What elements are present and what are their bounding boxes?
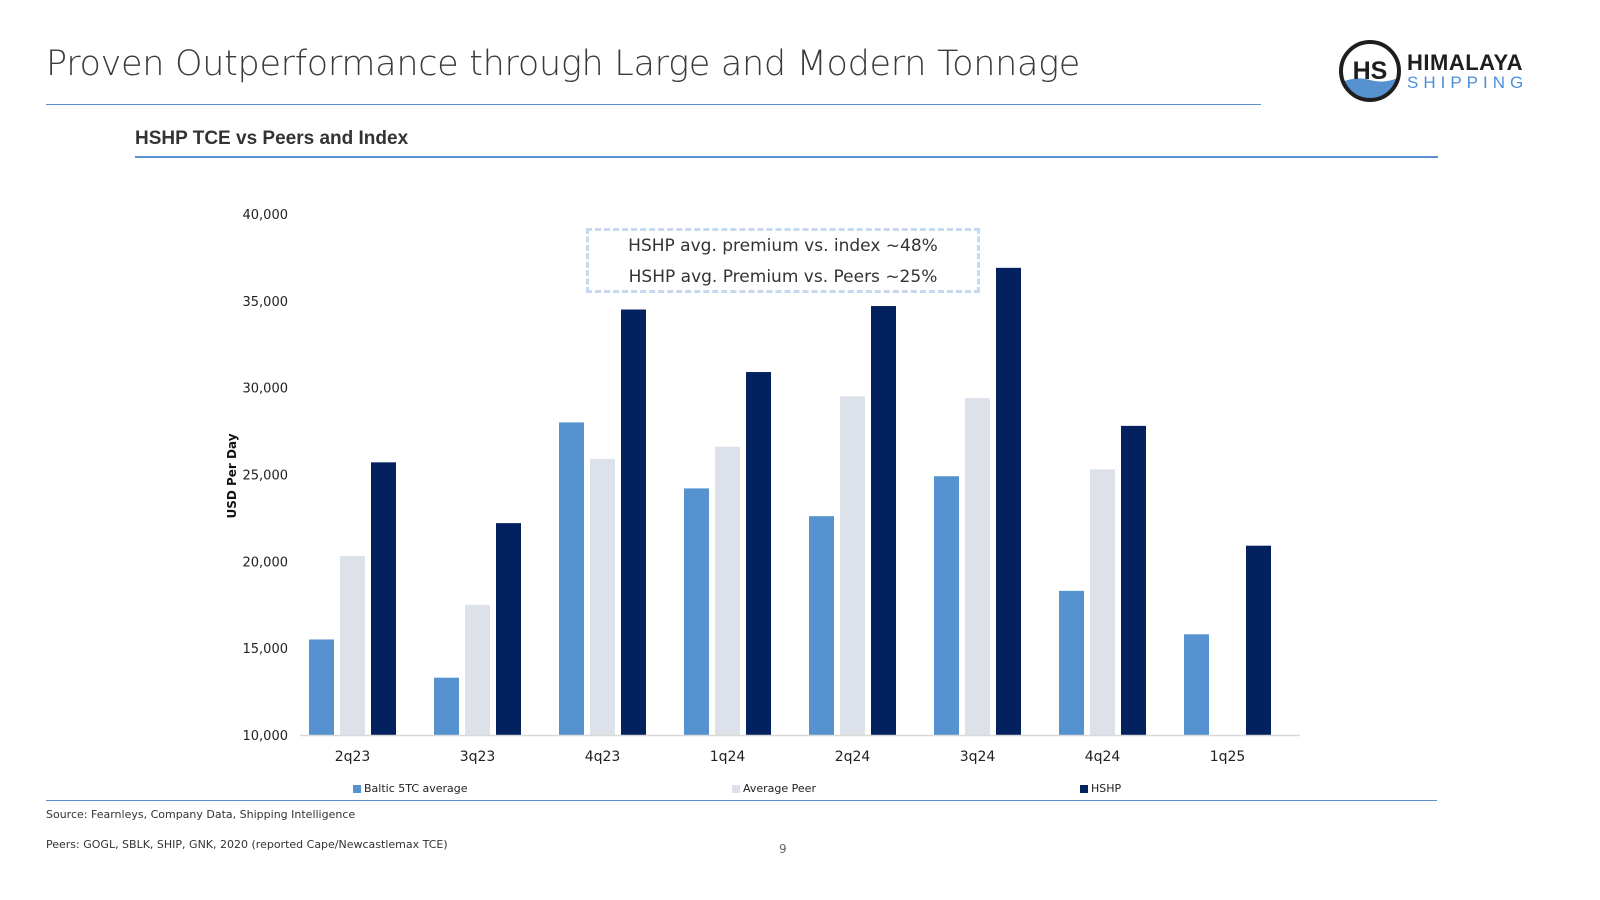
x-axis-ticks: 2q23 3q23 4q23 1q24 2q24 3q24 4q24 1q25: [335, 749, 1246, 765]
bar-baltic-4q24: [1059, 590, 1084, 735]
chart-title: HSHP TCE vs Peers and Index: [135, 128, 409, 149]
y-tick-label: 15,000: [243, 642, 289, 657]
x-tick-label: 1q24: [710, 749, 746, 765]
bar-series: [309, 267, 1271, 735]
bar-hshp-3q23: [496, 523, 521, 735]
bar-hshp-1q25: [1246, 545, 1271, 735]
x-tick-label: 2q23: [335, 749, 371, 765]
bar-peer-2q23: [340, 556, 365, 735]
source-note: Source: Fearnleys, Company Data, Shippin…: [46, 808, 356, 821]
y-tick-label: 20,000: [243, 555, 289, 570]
legend-swatch-baltic: [353, 784, 361, 793]
logo-monogram: HS: [1353, 57, 1388, 85]
y-tick-label: 30,000: [243, 382, 289, 397]
x-tick-label: 4q23: [585, 749, 621, 765]
bar-baltic-1q25: [1184, 634, 1209, 735]
bar-peer-4q23: [590, 458, 615, 735]
legend-label-peer: Average Peer: [743, 782, 816, 795]
title-divider: [46, 104, 1261, 105]
y-tick-label: 35,000: [243, 295, 289, 310]
slide-title: Proven Outperformance through Large and …: [46, 44, 1081, 84]
x-tick-label: 1q25: [1210, 749, 1246, 765]
bar-baltic-3q24: [934, 476, 959, 735]
y-axis-label: USD Per Day: [225, 433, 239, 518]
legend-label-hshp: HSHP: [1091, 782, 1122, 795]
y-tick-label: 25,000: [243, 469, 289, 484]
page-number: 9: [779, 842, 787, 856]
bar-baltic-2q24: [809, 516, 834, 735]
footer-divider: [46, 800, 1437, 801]
legend-item-hshp: HSHP: [1080, 782, 1121, 795]
logo-name-line1: HIMALAYA: [1407, 50, 1524, 75]
x-tick-label: 3q23: [460, 749, 496, 765]
bar-peer-4q24: [1090, 469, 1115, 735]
legend-item-baltic: Baltic 5TC average: [353, 782, 468, 795]
subtitle-divider: [135, 156, 1438, 158]
bar-baltic-4q23: [559, 422, 584, 735]
callout-peers-premium: HSHP avg. Premium vs. Peers ~25%: [628, 267, 938, 287]
y-axis-ticks: 10,000 15,000 20,000 25,000 30,000 35,000 40,0…: [243, 208, 289, 744]
x-tick-label: 3q24: [960, 749, 996, 765]
bar-hshp-3q24: [996, 267, 1021, 735]
bar-hshp-1q24: [746, 372, 771, 735]
company-logo: HS HIMALAYA SHIPPING: [1337, 38, 1537, 104]
bar-peer-1q24: [715, 446, 740, 735]
legend-item-peer: Average Peer: [732, 782, 816, 795]
logo-name-line2: SHIPPING: [1407, 73, 1529, 92]
logo-emblem-icon: HS: [1339, 40, 1401, 102]
bar-baltic-2q23: [309, 639, 334, 735]
x-tick-label: 2q24: [835, 749, 871, 765]
y-tick-label: 10,000: [243, 729, 289, 744]
bar-hshp-2q23: [371, 462, 396, 735]
legend-swatch-peer: [732, 784, 740, 793]
bar-hshp-2q24: [871, 306, 896, 735]
y-tick-label: 40,000: [243, 208, 289, 223]
callout-index-premium: HSHP avg. premium vs. index ~48%: [628, 236, 938, 256]
bar-hshp-4q23: [621, 309, 646, 735]
peers-note: Peers: GOGL, SBLK, SHIP, GNK, 2020 (repo…: [46, 838, 448, 851]
bar-peer-2q24: [840, 396, 865, 735]
bar-peer-3q24: [965, 398, 990, 735]
bar-hshp-4q24: [1121, 425, 1146, 735]
x-tick-label: 4q24: [1085, 749, 1121, 765]
bar-baltic-3q23: [434, 677, 459, 735]
bar-baltic-1q24: [684, 488, 709, 735]
legend-label-baltic: Baltic 5TC average: [364, 782, 468, 795]
bar-peer-3q23: [465, 604, 490, 735]
legend-swatch-hshp: [1080, 784, 1088, 793]
premium-callout-box: HSHP avg. premium vs. index ~48% HSHP av…: [586, 228, 980, 293]
